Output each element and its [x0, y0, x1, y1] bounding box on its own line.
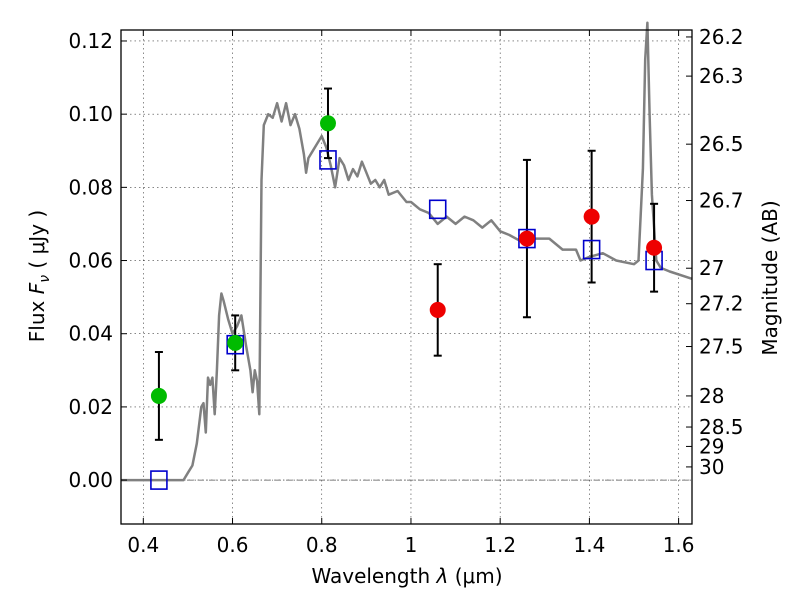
- x-tick-label: 1.4: [573, 533, 605, 557]
- magnitude-tick-label: 28: [699, 384, 724, 408]
- magnitude-tick-label: 26.5: [699, 132, 744, 156]
- y-tick-label: 0.04: [68, 322, 113, 346]
- detection-markers: [150, 115, 663, 404]
- x-tick-label: 0.4: [127, 533, 159, 557]
- model-photometry-square: [428, 199, 447, 220]
- detection-point: [518, 230, 535, 247]
- error-bars: [154, 87, 659, 441]
- detection-point: [583, 208, 600, 225]
- y-tick-label: 0.12: [68, 29, 113, 53]
- magnitude-tick-label: 28.5: [699, 415, 744, 439]
- y-tick-label: 0.00: [68, 468, 113, 492]
- magnitude-tick-label: 26.2: [699, 25, 744, 49]
- magnitude-tick-label: 27.5: [699, 335, 744, 359]
- model-sed-curve: [121, 21, 693, 482]
- x-tick-label: 1.2: [484, 533, 516, 557]
- magnitude-tick-label: 26.3: [699, 64, 744, 88]
- detection-point: [150, 387, 167, 404]
- detection-point: [319, 115, 336, 132]
- sed-line: [121, 21, 693, 482]
- magnitude-tick-label: 26.7: [699, 189, 744, 213]
- x-tick-label: 0.8: [306, 533, 338, 557]
- model-photometry-square: [582, 239, 601, 260]
- plot-frame: [120, 29, 693, 525]
- detection-point: [646, 239, 663, 256]
- y-tick-label: 0.10: [68, 102, 113, 126]
- detection-point: [429, 301, 446, 318]
- axis-ticks: [121, 30, 692, 524]
- magnitude-tick-label: 27.2: [699, 292, 744, 316]
- y-axis-label: Flux Fν ( μJy ): [25, 210, 53, 342]
- y-tick-label: 0.02: [68, 395, 113, 419]
- x-tick-label: 1.6: [663, 533, 695, 557]
- detection-point: [227, 334, 244, 351]
- magnitude-tick-label: 29: [699, 434, 724, 458]
- tick-labels: 0.4 0.6 0.8 1 1.2 1.4 1.6 0.00 0.02 0.04 0.06 0.08 0…: [68, 25, 743, 557]
- magnitude-tick-label: 30: [699, 455, 724, 479]
- model-photometry-square: [319, 150, 337, 170]
- x-tick-label: 0.6: [217, 533, 249, 557]
- model-photometry-markers: [150, 150, 663, 490]
- model-photometry-square: [150, 470, 168, 490]
- x-axis-label: Wavelength λ (μm): [311, 564, 502, 588]
- y-tick-label: 0.06: [68, 249, 113, 273]
- gridlines: [121, 30, 692, 524]
- y-tick-label: 0.08: [68, 175, 113, 199]
- right-axis-label: Magnitude (AB): [758, 200, 782, 355]
- magnitude-tick-label: 27: [699, 256, 724, 280]
- x-tick-label: 1: [405, 533, 418, 557]
